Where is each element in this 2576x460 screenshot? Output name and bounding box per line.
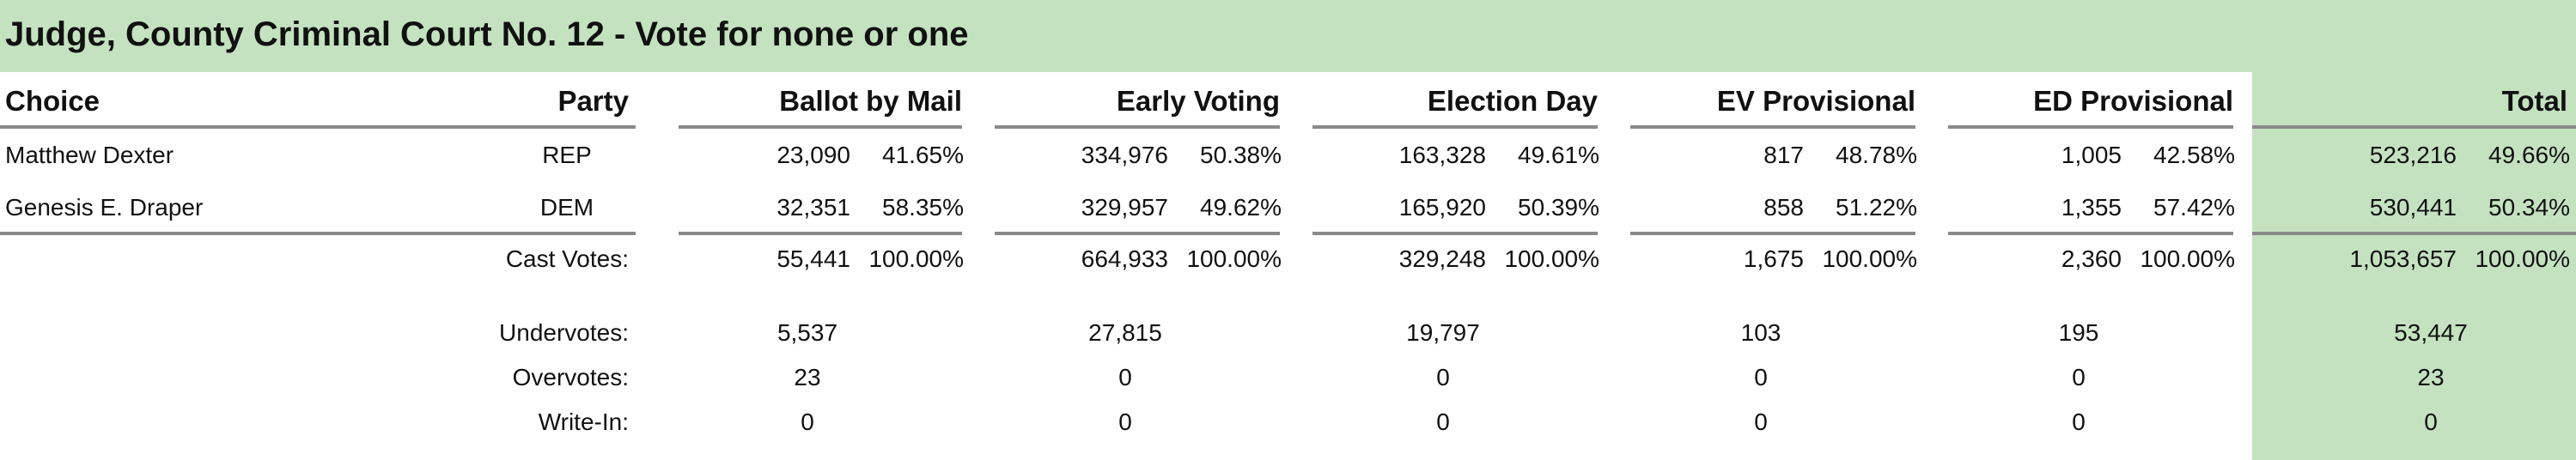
- early-voting-votes: 27,815: [1088, 319, 1162, 346]
- election-day-votes: 0: [1436, 409, 1450, 435]
- contest-header: Judge, County Criminal Court No. 12 - Vo…: [0, 0, 2576, 72]
- ev-provisional-votes: 1,675: [1743, 245, 1804, 272]
- candidates-rule: [679, 232, 962, 235]
- header-rule: [1948, 125, 2233, 129]
- election-day-percent: 100.00%: [1504, 245, 1599, 272]
- header-rule: [0, 125, 636, 129]
- candidates-rule: [995, 232, 1280, 235]
- candidate-name: Genesis E. Draper: [5, 194, 204, 221]
- early-voting-votes: 334,976: [1081, 142, 1168, 168]
- early-voting-percent: 100.00%: [1186, 245, 1282, 272]
- early-voting-votes: 0: [1118, 364, 1132, 390]
- election-day-percent: 50.39%: [1518, 194, 1599, 221]
- early-voting-votes: 329,957: [1081, 194, 1168, 221]
- cast-votes-label: Cast Votes:: [505, 245, 629, 272]
- ed-provisional-votes: 2,360: [2061, 245, 2122, 272]
- undervotes-label: Undervotes:: [499, 319, 629, 346]
- total-votes: 53,447: [2394, 319, 2468, 346]
- ed-provisional-percent: 57.42%: [2153, 194, 2235, 221]
- ballot-by-mail-votes: 23: [794, 364, 821, 390]
- candidates-rule: [1312, 232, 1598, 235]
- ed-provisional-percent: 100.00%: [2140, 245, 2235, 272]
- candidates-rule: [0, 232, 636, 235]
- column-header-ed-provisional: ED Provisional: [2033, 85, 2233, 117]
- header-rule: [995, 125, 1280, 129]
- ballot-by-mail-votes: 55,441: [776, 245, 850, 272]
- early-voting-percent: 49.62%: [1200, 194, 1282, 221]
- election-day-votes: 329,248: [1398, 245, 1486, 272]
- total-votes: 530,441: [2369, 194, 2457, 221]
- column-header-total: Total: [2501, 85, 2567, 117]
- ed-provisional-percent: 42.58%: [2153, 142, 2235, 168]
- ev-provisional-percent: 100.00%: [1822, 245, 1917, 272]
- ev-provisional-votes: 858: [1763, 194, 1804, 221]
- ballot-by-mail-percent: 58.35%: [882, 194, 964, 221]
- total-votes: 523,216: [2369, 142, 2457, 168]
- total-votes: 0: [2424, 409, 2438, 435]
- column-header-early-voting: Early Voting: [1116, 85, 1280, 117]
- ed-provisional-votes: 1,005: [2061, 142, 2122, 168]
- header-rule: [679, 125, 962, 129]
- ev-provisional-votes: 103: [1740, 319, 1781, 346]
- header-rule: [1630, 125, 1915, 129]
- ev-provisional-percent: 48.78%: [1836, 142, 1917, 168]
- ballot-by-mail-votes: 5,537: [776, 319, 838, 346]
- contest-title: Judge, County Criminal Court No. 12 - Vo…: [5, 15, 969, 53]
- early-voting-votes: 0: [1118, 409, 1132, 435]
- election-day-votes: 19,797: [1406, 319, 1480, 346]
- ev-provisional-votes: 0: [1754, 364, 1768, 390]
- total-votes: 23: [2417, 364, 2445, 390]
- early-voting-votes: 664,933: [1081, 245, 1168, 272]
- ballot-by-mail-votes: 32,351: [776, 194, 850, 221]
- candidate-party: REP: [542, 142, 592, 168]
- election-day-votes: 163,328: [1398, 142, 1486, 168]
- write-in-label: Write-In:: [538, 409, 629, 435]
- early-voting-percent: 50.38%: [1200, 142, 1282, 168]
- ballot-by-mail-percent: 41.65%: [882, 142, 964, 168]
- election-day-percent: 49.61%: [1518, 142, 1599, 168]
- candidate-name: Matthew Dexter: [5, 142, 174, 168]
- candidates-rule: [1630, 232, 1915, 235]
- total-percent: 100.00%: [2475, 245, 2570, 272]
- election-day-votes: 0: [1436, 364, 1450, 390]
- ballot-by-mail-percent: 100.00%: [868, 245, 964, 272]
- candidate-party: DEM: [539, 194, 594, 221]
- overvotes-label: Overvotes:: [512, 364, 629, 390]
- header-rule: [1312, 125, 1598, 129]
- total-votes: 1,053,657: [2349, 245, 2457, 272]
- ed-provisional-votes: 1,355: [2061, 194, 2122, 221]
- column-header-choice: Choice: [5, 85, 100, 117]
- ev-provisional-percent: 51.22%: [1836, 194, 1917, 221]
- ballot-by-mail-votes: 23,090: [776, 142, 850, 168]
- ed-provisional-votes: 195: [2058, 319, 2099, 346]
- header-rule: [2252, 125, 2576, 129]
- column-header-election-day: Election Day: [1427, 85, 1598, 117]
- total-percent: 50.34%: [2488, 194, 2570, 221]
- column-header-ballot-by-mail: Ballot by Mail: [779, 85, 962, 117]
- ballot-by-mail-votes: 0: [801, 409, 814, 435]
- ev-provisional-votes: 817: [1763, 142, 1804, 168]
- total-column-band: [2252, 72, 2576, 460]
- total-percent: 49.66%: [2488, 142, 2570, 168]
- ev-provisional-votes: 0: [1754, 409, 1768, 435]
- ed-provisional-votes: 0: [2072, 364, 2086, 390]
- candidates-rule: [1948, 232, 2233, 235]
- ed-provisional-votes: 0: [2072, 409, 2086, 435]
- column-header-ev-provisional: EV Provisional: [1716, 85, 1915, 117]
- column-header-party: Party: [557, 85, 629, 117]
- candidates-rule: [2252, 232, 2576, 235]
- election-day-votes: 165,920: [1398, 194, 1486, 221]
